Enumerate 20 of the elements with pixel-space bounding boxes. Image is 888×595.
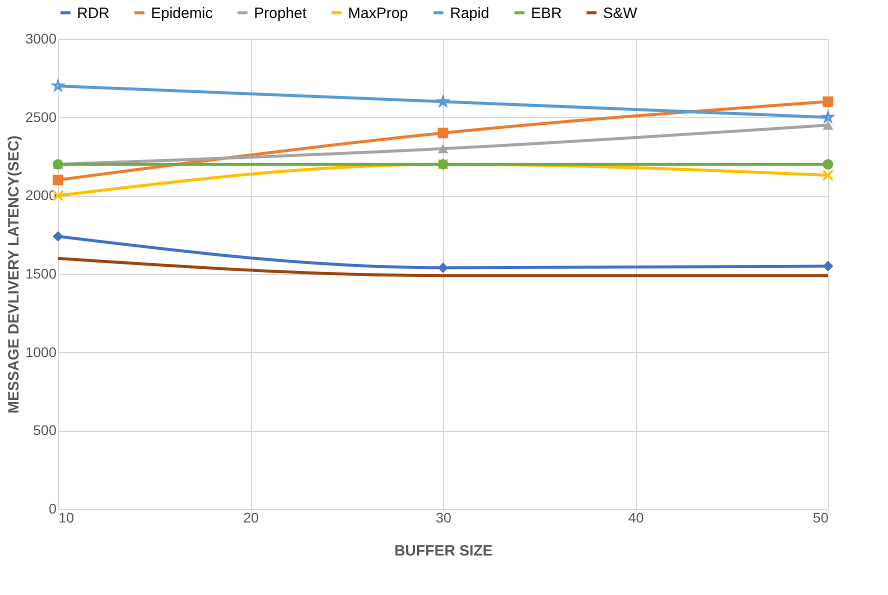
y-tick-label: 500: [33, 422, 57, 438]
y-tick-label: 3000: [25, 30, 57, 46]
y-tick-label: 1000: [25, 344, 57, 360]
legend-label: MaxProp: [348, 4, 408, 22]
legend-label: S&W: [603, 4, 638, 22]
legend-label: Epidemic: [151, 4, 214, 22]
legend-label: RDR: [77, 4, 110, 22]
x-tick-label: 50: [812, 510, 829, 526]
legend-label: EBR: [531, 4, 562, 22]
x-tick-label: 10: [58, 510, 74, 526]
y-tick-label: 1500: [25, 266, 57, 282]
x-axis-title: BUFFER SIZE: [394, 542, 493, 560]
y-axis-title: MESSAGE DEVLIVERY LATENCY(SEC): [5, 135, 22, 414]
x-tick-label: 40: [628, 510, 644, 526]
y-tick-label: 2500: [25, 108, 57, 125]
y-tick-label: 0: [48, 500, 57, 516]
x-tick-label: 20: [243, 510, 259, 526]
legend-label: Rapid: [450, 4, 490, 22]
legend-label: Prophet: [254, 4, 308, 22]
x-tick-label: 30: [436, 510, 452, 526]
